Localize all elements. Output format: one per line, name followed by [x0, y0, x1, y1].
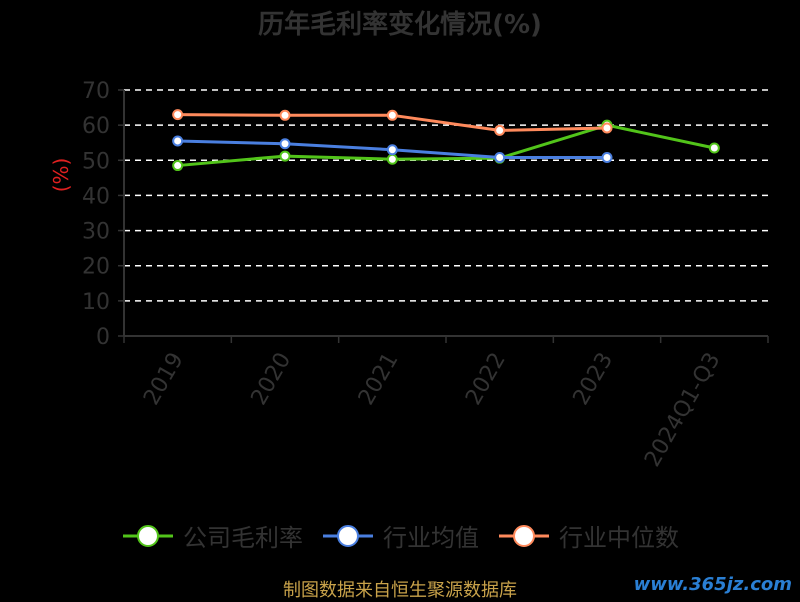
data-point[interactable]: [279, 109, 291, 121]
y-tick-label: 10: [82, 290, 110, 315]
data-point[interactable]: [386, 144, 398, 156]
y-axis-label: (%): [49, 158, 73, 193]
data-point[interactable]: [172, 160, 184, 172]
x-tick-label: 2024Q1-Q3: [640, 349, 725, 472]
data-point[interactable]: [386, 153, 398, 165]
legend-marker-icon: [323, 524, 373, 547]
y-tick-label: 70: [82, 79, 110, 104]
data-point[interactable]: [494, 151, 506, 163]
y-tick-label: 20: [82, 255, 110, 280]
x-tick-label: 2021: [354, 349, 404, 410]
legend-item-company[interactable]: 公司毛利率: [121, 518, 303, 553]
data-point[interactable]: [601, 151, 613, 163]
legend-item-industry-median[interactable]: 行业中位数: [497, 518, 679, 553]
data-point[interactable]: [172, 109, 184, 121]
legend-label: 行业中位数: [559, 524, 679, 552]
source-note: 制图数据来自恒生聚源数据库: [283, 580, 517, 601]
legend-item-industry-mean[interactable]: 行业均值: [321, 518, 479, 553]
x-tick-label: 2022: [461, 349, 511, 410]
x-tick-label: 2020: [247, 349, 297, 410]
x-tick-label: 2019: [139, 349, 189, 410]
series-line: [177, 123, 715, 168]
chart-title: 历年毛利率变化情况(%): [258, 10, 542, 40]
series-lines: [172, 109, 720, 172]
y-tick-label: 40: [82, 184, 110, 209]
data-point[interactable]: [494, 124, 506, 136]
legend: 公司毛利率 行业均值 行业中位数: [0, 518, 800, 553]
x-tick-label: 2023: [569, 349, 619, 410]
legend-label: 公司毛利率: [183, 524, 303, 552]
y-tick-label: 60: [82, 114, 110, 139]
grid-lines: [124, 89, 768, 302]
data-point[interactable]: [279, 138, 291, 150]
legend-label: 行业均值: [383, 524, 479, 552]
legend-marker-icon: [123, 524, 173, 547]
data-point[interactable]: [708, 142, 720, 154]
y-tick-label: 30: [82, 220, 110, 245]
y-tick-label: 50: [82, 149, 110, 174]
data-point[interactable]: [386, 109, 398, 121]
data-point[interactable]: [279, 150, 291, 162]
data-point[interactable]: [172, 135, 184, 147]
data-point[interactable]: [601, 122, 613, 134]
watermark: www.365jz.com: [633, 574, 792, 595]
y-tick-label: 0: [96, 325, 110, 350]
legend-marker-icon: [499, 524, 549, 547]
